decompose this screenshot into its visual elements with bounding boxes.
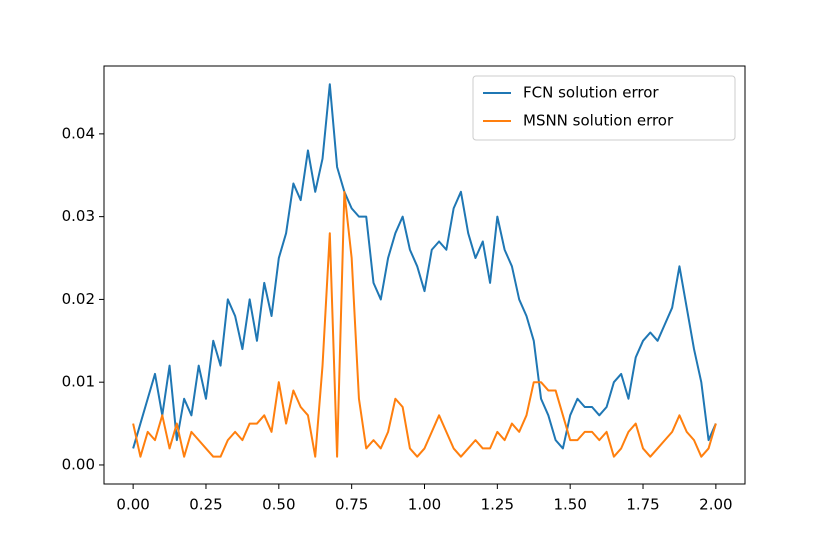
y-tick-label: 0.00	[62, 455, 95, 473]
y-tick-label: 0.03	[62, 207, 95, 225]
legend-label: MSNN solution error	[523, 112, 674, 130]
series-line	[132, 190, 717, 458]
x-tick-label: 1.25	[481, 496, 514, 514]
x-tick-label: 1.75	[626, 496, 659, 514]
legend-box	[472, 75, 736, 141]
x-tick-label: 1.50	[553, 496, 586, 514]
x-tick-label: 0.25	[189, 496, 222, 514]
x-tick-label: 0.75	[335, 496, 368, 514]
legend-label: FCN solution error	[523, 84, 659, 102]
plot-frame	[103, 65, 746, 485]
series-line	[132, 83, 717, 450]
y-tick-label: 0.02	[62, 290, 95, 308]
y-tick-label: 0.01	[62, 373, 95, 391]
x-tick-label: 2.00	[699, 496, 732, 514]
x-tick-label: 0.00	[116, 496, 149, 514]
x-tick-label: 1.00	[408, 496, 441, 514]
x-tick-label: 0.50	[262, 496, 295, 514]
y-tick-label: 0.04	[62, 124, 95, 142]
